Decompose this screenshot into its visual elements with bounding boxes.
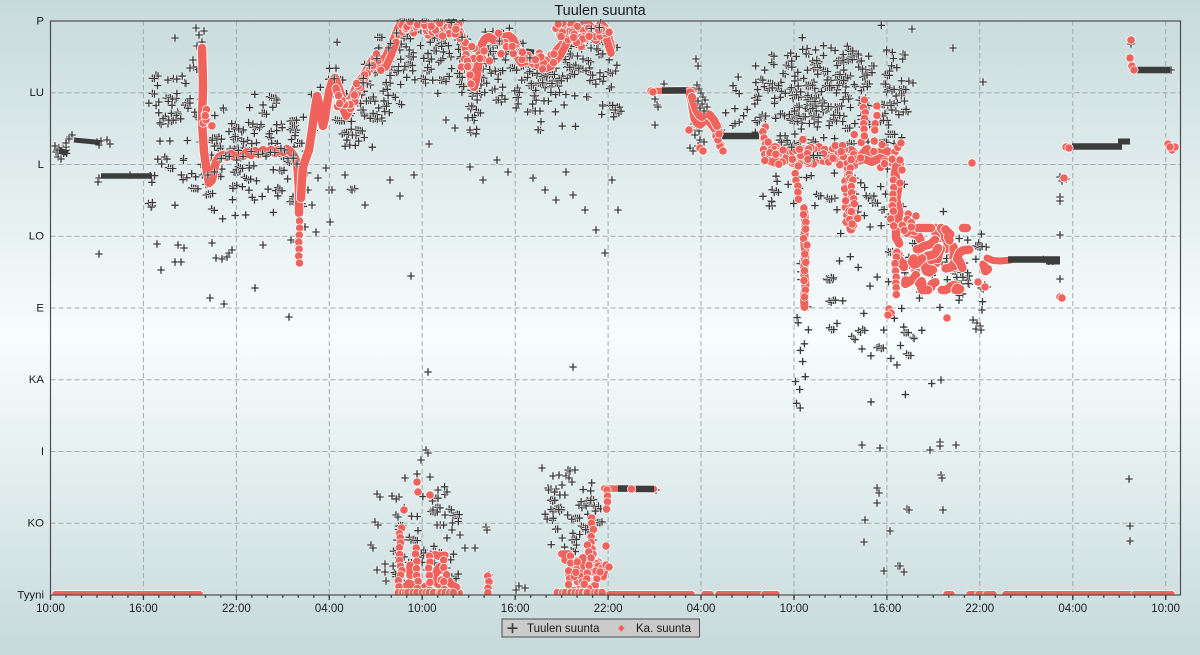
svg-text:16:00: 16:00 bbox=[129, 603, 158, 615]
svg-text:22:00: 22:00 bbox=[594, 603, 623, 615]
svg-text:I: I bbox=[41, 446, 44, 458]
svg-text:Ka. suunta: Ka. suunta bbox=[636, 623, 692, 635]
svg-text:Tuulen suunta: Tuulen suunta bbox=[527, 623, 600, 635]
svg-text:16:00: 16:00 bbox=[501, 603, 530, 615]
svg-text:KA: KA bbox=[29, 374, 45, 386]
svg-text:22:00: 22:00 bbox=[965, 603, 994, 615]
svg-text:P: P bbox=[36, 15, 44, 27]
svg-text:04:00: 04:00 bbox=[315, 603, 344, 615]
svg-text:04:00: 04:00 bbox=[687, 603, 716, 615]
svg-text:Tuulen suunta: Tuulen suunta bbox=[554, 3, 646, 19]
svg-text:10:00: 10:00 bbox=[408, 603, 437, 615]
svg-text:10:00: 10:00 bbox=[1151, 603, 1180, 615]
svg-text:22:00: 22:00 bbox=[222, 603, 251, 615]
svg-text:16:00: 16:00 bbox=[873, 603, 902, 615]
svg-text:Tyyni: Tyyni bbox=[17, 589, 44, 601]
svg-text:LU: LU bbox=[29, 87, 44, 99]
svg-text:KO: KO bbox=[28, 518, 45, 530]
svg-text:10:00: 10:00 bbox=[36, 603, 65, 615]
svg-text:04:00: 04:00 bbox=[1058, 603, 1087, 615]
svg-text:10:00: 10:00 bbox=[780, 603, 809, 615]
svg-text:E: E bbox=[36, 302, 44, 314]
svg-text:LO: LO bbox=[29, 231, 44, 243]
svg-text:L: L bbox=[38, 159, 44, 171]
